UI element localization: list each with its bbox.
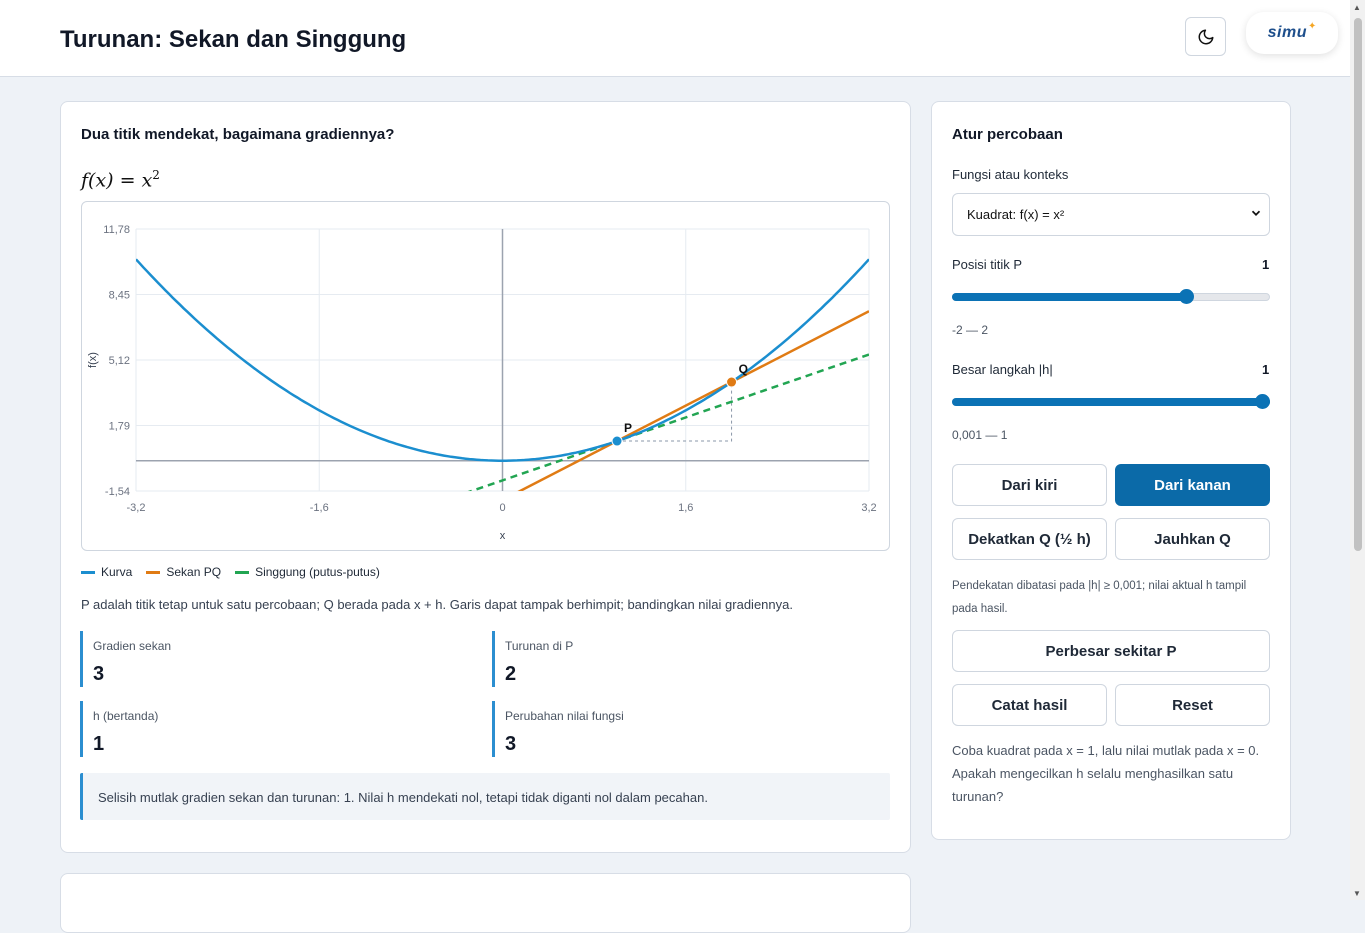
x-tick-label: 3,2 [861,502,876,514]
zoom-around-p-button[interactable]: Perbesar sekitar P [952,630,1270,672]
point-p-label: P [624,421,632,435]
star-icon: ✦ [1307,20,1317,32]
x-axis-label: x [500,530,506,542]
stat-function-change: Perubahan nilai fungsi 3 [492,701,624,757]
scrollbar-thumb[interactable] [1354,18,1362,551]
stat-label: h (bertanda) [93,709,159,723]
experiment-note: P adalah titik tetap untuk satu percobaa… [81,597,793,612]
legend-secant-label: Sekan PQ [166,565,222,579]
stat-derivative-at-p: Turunan di P 2 [492,631,573,687]
stat-value: 3 [93,663,105,685]
experiment-tip: Coba kuadrat pada x = 1, lalu nilai mutl… [952,743,1260,804]
x-tick-label: -3,2 [127,502,146,514]
formula-base: f(x) = x [81,169,153,192]
reset-button[interactable]: Reset [1115,684,1270,726]
legend-secant: Sekan PQ [146,565,221,579]
chart-svg[interactable]: -3,2 -1,6 0 1,6 3,2 11,78 8,45 5,12 1,79 -1,54 x f(… [82,202,891,552]
from-left-button[interactable]: Dari kiri [952,464,1107,506]
theme-toggle-button[interactable] [1185,17,1226,56]
stat-label: Turunan di P [505,639,574,653]
move-q-farther-button[interactable]: Jauhkan Q [1115,518,1270,560]
x-tick-label: -1,6 [310,502,329,514]
p-position-label: Posisi titik P [952,257,1023,272]
slider-thumb[interactable] [1255,394,1270,409]
question-heading: Dua titik mendekat, bagaimana gradiennya… [81,126,395,143]
y-axis-label: f(x) [87,352,99,368]
chevron-down-icon [1251,210,1261,216]
x-tick-label: 0 [499,502,505,514]
slider-thumb[interactable] [1179,289,1195,304]
from-right-button[interactable]: Dari kanan [1115,464,1270,506]
y-tick-label: 11,78 [103,224,130,236]
next-section-card [60,873,911,933]
point-q [726,376,738,388]
h-range-label: 0,001 — 1 [952,428,1008,442]
function-select-value: Kuadrat: f(x) = x² [967,207,1065,222]
h-step-slider[interactable] [952,392,1270,412]
p-range-label: -2 — 2 [952,323,989,337]
legend-secant-swatch [146,570,161,574]
legend-curve-swatch [81,570,95,574]
slider-fill [952,293,1191,301]
chart-container[interactable]: -3,2 -1,6 0 1,6 3,2 11,78 8,45 5,12 1,79 -1,54 x f(… [81,201,890,551]
p-position-value: 1 [1262,257,1270,272]
h-step-value: 1 [1262,362,1270,377]
chart-legend: Kurva Sekan PQ Singgung (putus-putus) [81,565,380,579]
stat-value: 3 [505,733,517,755]
legend-tangent-swatch [235,570,250,574]
function-select-label: Fungsi atau konteks [952,167,1069,182]
controls-heading: Atur percobaan [952,126,1063,143]
stat-value: 2 [505,663,517,685]
rise-run-guide [617,382,733,442]
legend-tangent: Singgung (putus-putus) [235,565,380,579]
y-tick-label: 8,45 [109,290,130,302]
function-curve [136,258,869,462]
scroll-up-icon[interactable]: ▲ [1353,3,1361,12]
p-position-slider[interactable] [952,287,1270,307]
point-p [611,435,623,447]
record-result-button[interactable]: Catat hasil [952,684,1107,726]
approach-hint: Pendekatan dibatasi pada |h| ≥ 0,001; ni… [952,580,1247,615]
legend-tangent-label: Singgung (putus-putus) [255,565,380,579]
function-select[interactable]: Kuadrat: f(x) = x² [952,193,1270,236]
x-tick-label: 1,6 [678,502,693,514]
point-q-label: Q [739,362,748,376]
difference-info: Selisih mutlak gradien sekan dan turunan… [80,773,890,820]
stat-secant-gradient: Gradien sekan 3 [80,631,171,687]
moon-icon [1198,29,1213,44]
move-q-closer-button[interactable]: Dekatkan Q (½ h) [952,518,1107,560]
secant-line [517,310,869,491]
page-title: Turunan: Sekan dan Singgung [60,26,407,53]
legend-curve-label: Kurva [101,565,133,579]
scroll-down-icon[interactable]: ▼ [1353,889,1361,898]
y-tick-label: 1,79 [109,421,130,433]
slider-fill [952,398,1270,406]
stat-label: Gradien sekan [93,639,172,653]
y-tick-label: 5,12 [109,355,130,367]
formula-exponent: 2 [152,168,160,182]
stat-label: Perubahan nilai fungsi [505,709,624,723]
y-tick-label: -1,54 [105,486,130,498]
legend-curve: Kurva [81,565,132,579]
top-bar: Turunan: Sekan dan Singgung simu ✦ [0,0,1350,77]
stat-h-signed: h (bertanda) 1 [80,701,158,757]
tangent-line [467,353,869,491]
page-scrollbar[interactable]: ▲ ▼ [1350,0,1365,900]
logo-text: simu [1267,24,1307,41]
stat-value: 1 [93,733,105,755]
brand-logo[interactable]: simu ✦ [1246,12,1338,54]
h-step-label: Besar langkah |h| [952,362,1053,377]
function-formula: f(x) = x2 [81,168,160,191]
